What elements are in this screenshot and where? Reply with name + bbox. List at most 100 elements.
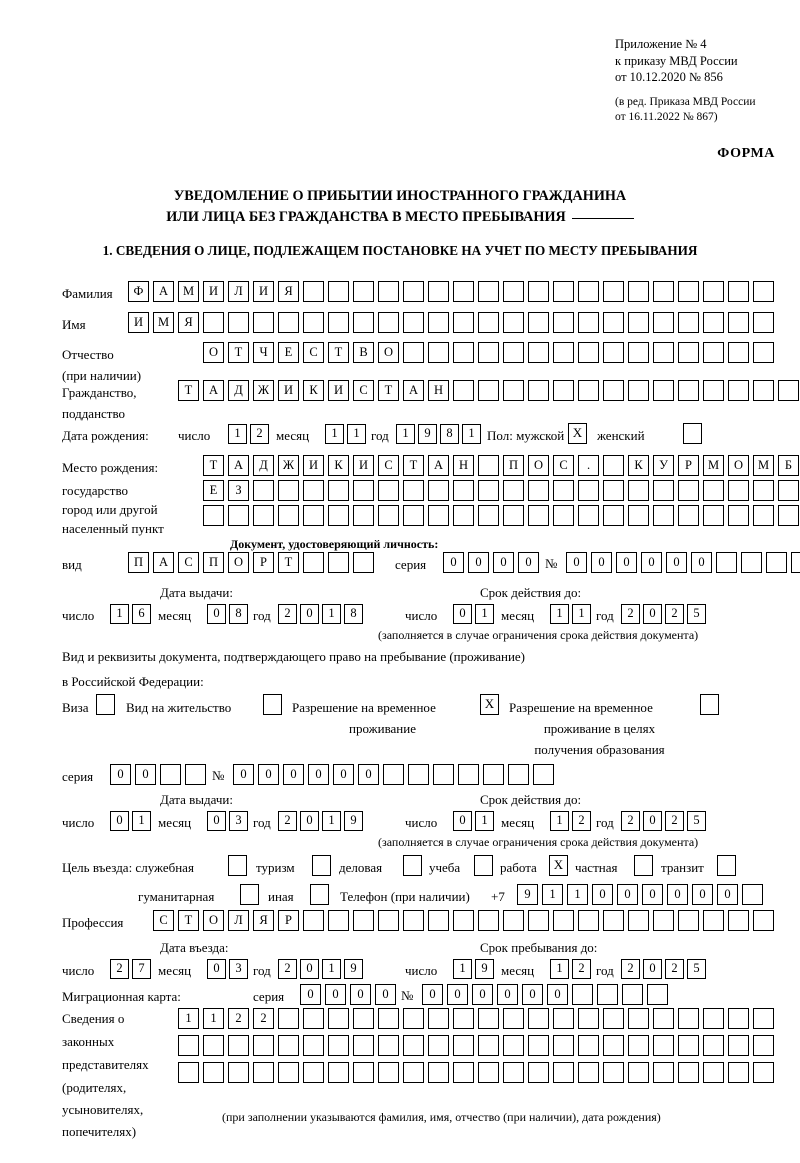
legal-rep-row-2-cell[interactable] <box>753 1035 774 1056</box>
profession-field-cell[interactable] <box>678 910 699 931</box>
birthplace-row-1-cell[interactable]: Р <box>678 455 699 476</box>
surname-field-cell[interactable] <box>578 281 599 302</box>
migration-number-field-cell[interactable]: 0 <box>522 984 543 1005</box>
doc-valid-month-field-cell[interactable]: 1 <box>550 604 569 624</box>
legal-rep-row-2-cell[interactable] <box>453 1035 474 1056</box>
birth-year-field-cell[interactable]: 8 <box>440 424 459 444</box>
birthplace-row-3-cell[interactable] <box>303 505 324 526</box>
citizenship-field-cell[interactable] <box>628 380 649 401</box>
citizenship-field-cell[interactable]: А <box>203 380 224 401</box>
legal-rep-row-2-cell[interactable] <box>178 1035 199 1056</box>
birthplace-row-1-cell[interactable]: М <box>703 455 724 476</box>
name-field-cell[interactable] <box>528 312 549 333</box>
permit-number-field-cell[interactable]: 0 <box>258 764 279 785</box>
name-field-cell[interactable] <box>728 312 749 333</box>
surname-field-cell[interactable] <box>428 281 449 302</box>
legal-rep-row-2-cell[interactable] <box>353 1035 374 1056</box>
citizenship-field-cell[interactable] <box>753 380 774 401</box>
citizenship-field-cell[interactable] <box>703 380 724 401</box>
permit-number-field-cell[interactable]: 0 <box>308 764 329 785</box>
surname-field-cell[interactable] <box>703 281 724 302</box>
surname-field-cell[interactable]: И <box>203 281 224 302</box>
doc-series-field-cell[interactable]: 0 <box>443 552 464 573</box>
entry-day-field-cell[interactable]: 7 <box>132 959 151 979</box>
name-field-cell[interactable] <box>628 312 649 333</box>
birth-month-field-cell[interactable]: 1 <box>325 424 344 444</box>
migration-series-field-cell[interactable]: 0 <box>375 984 396 1005</box>
birthplace-row-3-cell[interactable] <box>553 505 574 526</box>
permit-valid-year-field-cell[interactable]: 0 <box>643 811 662 831</box>
birthplace-row-3-cell[interactable] <box>528 505 549 526</box>
permit-valid-month-field-cell[interactable]: 2 <box>572 811 591 831</box>
migration-number-field-cell[interactable]: 0 <box>497 984 518 1005</box>
doc-series-field-cell[interactable]: 0 <box>493 552 514 573</box>
permit-issue-year-field-cell[interactable]: 9 <box>344 811 363 831</box>
profession-field-cell[interactable]: С <box>153 910 174 931</box>
doc-type-field-cell[interactable]: С <box>178 552 199 573</box>
profession-field-cell[interactable] <box>728 910 749 931</box>
birthplace-row-2-cell[interactable] <box>428 480 449 501</box>
legal-rep-row-1-cell[interactable] <box>603 1008 624 1029</box>
birthplace-row-2-cell[interactable]: З <box>228 480 249 501</box>
profession-field-cell[interactable]: Л <box>228 910 249 931</box>
patronymic-field-cell[interactable] <box>453 342 474 363</box>
birthplace-row-3-cell[interactable] <box>253 505 274 526</box>
legal-rep-row-3-cell[interactable] <box>203 1062 224 1083</box>
birthplace-row-3-cell[interactable] <box>503 505 524 526</box>
legal-rep-row-3-cell[interactable] <box>378 1062 399 1083</box>
permit-number-field-cell[interactable]: 0 <box>283 764 304 785</box>
legal-rep-row-1-cell[interactable] <box>528 1008 549 1029</box>
patronymic-field-cell[interactable] <box>503 342 524 363</box>
birthplace-row-3-cell[interactable] <box>778 505 799 526</box>
legal-rep-row-3-cell[interactable] <box>503 1062 524 1083</box>
birthplace-row-2-cell[interactable] <box>378 480 399 501</box>
legal-rep-row-1-cell[interactable] <box>753 1008 774 1029</box>
doc-valid-year-field-cell[interactable]: 2 <box>621 604 640 624</box>
profession-field-cell[interactable]: Р <box>278 910 299 931</box>
patronymic-field-cell[interactable]: С <box>303 342 324 363</box>
name-field-cell[interactable]: Я <box>178 312 199 333</box>
purpose-business-checkbox[interactable] <box>403 855 422 876</box>
surname-field-cell[interactable] <box>478 281 499 302</box>
purpose-humanitarian-checkbox[interactable] <box>240 884 259 905</box>
name-field-cell[interactable] <box>203 312 224 333</box>
sex-female-checkbox[interactable] <box>683 423 702 444</box>
doc-number-field-cell[interactable]: 0 <box>591 552 612 573</box>
citizenship-field-cell[interactable]: Т <box>378 380 399 401</box>
birthplace-row-1-cell[interactable]: И <box>303 455 324 476</box>
legal-rep-row-1-cell[interactable] <box>303 1008 324 1029</box>
birthplace-row-2-cell[interactable] <box>578 480 599 501</box>
legal-rep-row-2-cell[interactable] <box>653 1035 674 1056</box>
birthplace-row-3-cell[interactable] <box>728 505 749 526</box>
name-field-cell[interactable] <box>303 312 324 333</box>
doc-type-field-cell[interactable]: П <box>203 552 224 573</box>
permit-number-field-cell[interactable] <box>383 764 404 785</box>
patronymic-field-cell[interactable] <box>553 342 574 363</box>
migration-series-field-cell[interactable]: 0 <box>300 984 321 1005</box>
permit-valid-year-field-cell[interactable]: 2 <box>621 811 640 831</box>
citizenship-field-cell[interactable]: Т <box>178 380 199 401</box>
surname-field-cell[interactable] <box>528 281 549 302</box>
citizenship-field-cell[interactable] <box>728 380 749 401</box>
citizenship-field-cell[interactable] <box>578 380 599 401</box>
sex-male-checkbox[interactable]: X <box>568 423 587 444</box>
birthplace-row-3-cell[interactable] <box>403 505 424 526</box>
patronymic-field-cell[interactable] <box>728 342 749 363</box>
surname-field-cell[interactable] <box>378 281 399 302</box>
legal-rep-row-1-cell[interactable] <box>353 1008 374 1029</box>
profession-field-cell[interactable] <box>428 910 449 931</box>
legal-rep-row-1-cell[interactable] <box>278 1008 299 1029</box>
patronymic-field-cell[interactable] <box>703 342 724 363</box>
permit-number-field-cell[interactable] <box>433 764 454 785</box>
patronymic-field-cell[interactable] <box>428 342 449 363</box>
profession-field-cell[interactable] <box>753 910 774 931</box>
permit-valid-day-field-cell[interactable]: 1 <box>475 811 494 831</box>
legal-rep-row-3-cell[interactable] <box>178 1062 199 1083</box>
surname-field-cell[interactable] <box>728 281 749 302</box>
name-field-cell[interactable] <box>653 312 674 333</box>
name-field-cell[interactable] <box>353 312 374 333</box>
legal-rep-row-3-cell[interactable] <box>628 1062 649 1083</box>
patronymic-field-cell[interactable]: Т <box>228 342 249 363</box>
citizenship-field-cell[interactable]: С <box>353 380 374 401</box>
migration-number-field-cell[interactable] <box>622 984 643 1005</box>
